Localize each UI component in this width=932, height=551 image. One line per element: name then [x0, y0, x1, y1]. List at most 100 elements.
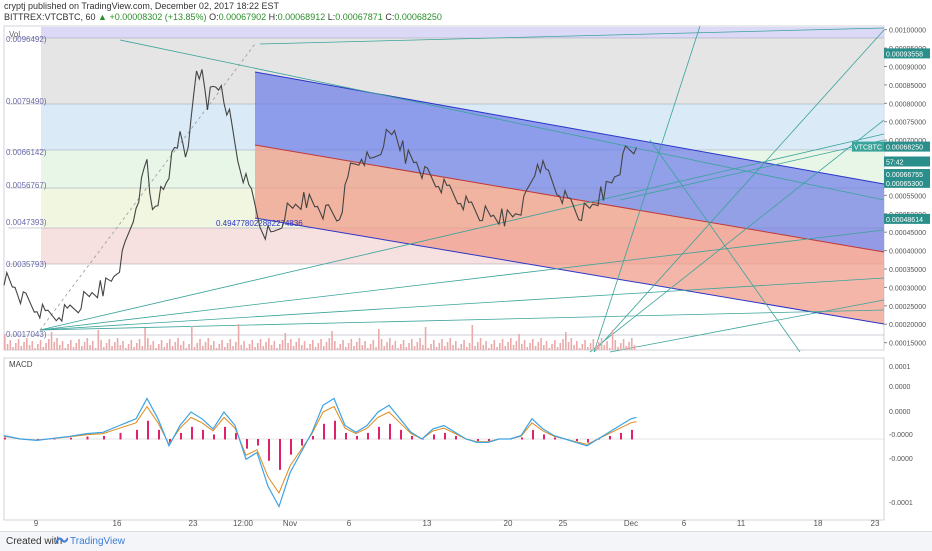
macd-y-tick-label: 0.0000: [889, 384, 911, 391]
volume-bar: [45, 343, 47, 350]
channel-top-line: [254, 71, 885, 185]
volume-bar: [369, 344, 372, 350]
volume-bar: [408, 343, 410, 350]
volume-bar: [471, 325, 474, 350]
x-tick-label: 6: [347, 519, 352, 528]
histogram-bar: [158, 429, 160, 440]
volume-bar: [306, 348, 309, 350]
fib-level-label: 0.0066142): [6, 148, 47, 157]
volume-bar: [389, 338, 391, 350]
volume-bar: [191, 326, 193, 350]
volume-bar: [449, 338, 452, 350]
volume-bar: [400, 344, 402, 350]
volume-bar: [290, 339, 292, 350]
volume-bar: [356, 342, 358, 350]
price-tag-label: 0.00068250: [886, 145, 923, 152]
volume-bar: [89, 345, 91, 350]
volume-bar: [427, 348, 430, 350]
volume-bar: [94, 348, 97, 350]
histogram-bar: [268, 439, 270, 461]
fib-band: [41, 38, 884, 104]
macd-y-tick-label: -0.0000: [889, 432, 913, 439]
trend-line: [39, 277, 885, 331]
price-tag-label: 0.00093558: [886, 51, 923, 58]
volume-bar: [141, 346, 144, 350]
volume-bar: [548, 348, 551, 350]
histogram-bar: [202, 429, 204, 440]
x-tick-label: 11: [737, 519, 746, 528]
signal-line: [3, 405, 637, 495]
fib-level-label: 0.0017043): [6, 330, 47, 339]
volume-bar: [303, 341, 306, 350]
volume-bar: [540, 338, 542, 350]
volume-bar: [581, 344, 584, 350]
macd-line: [3, 397, 637, 509]
volume-bar: [325, 342, 328, 350]
x-tick-label: 16: [113, 519, 122, 528]
macd-title: MACD: [9, 360, 33, 369]
trend-line: [39, 133, 885, 331]
histogram-bar: [554, 437, 556, 440]
created-with-label: Created with: [6, 536, 63, 547]
histogram-bar: [488, 439, 490, 442]
y-tick-label: 0.00045000: [889, 230, 926, 237]
volume-bar: [185, 348, 188, 350]
volume-bar: [510, 338, 512, 350]
histogram-bar: [235, 432, 237, 440]
volume-bar: [199, 339, 201, 350]
histogram-bar: [609, 435, 611, 440]
volume-bar: [416, 342, 419, 350]
volume-bar: [259, 339, 262, 350]
histogram-bar: [587, 439, 589, 443]
volume-bar: [317, 343, 320, 350]
volume-bar: [202, 346, 204, 350]
volume-bar: [133, 347, 135, 350]
y-tick-label: 0.00030000: [889, 285, 926, 292]
volume-bar: [72, 347, 75, 350]
histogram-bar: [312, 435, 314, 440]
volume-bar: [485, 341, 487, 350]
fib-level-label: 0.0035793): [6, 260, 47, 269]
volume-bar: [232, 346, 234, 350]
volume-bar: [287, 343, 289, 350]
tradingview-link[interactable]: TradingView: [70, 536, 126, 547]
chart-svg[interactable]: 0.0096492) 0.0079490) 0.0066142) 0.0056767)…: [0, 0, 932, 531]
price-tag-label: 0.00065300: [886, 181, 923, 188]
histogram-bar: [224, 426, 226, 440]
y-tick-label: 0.00100000: [889, 28, 926, 35]
volume-bar: [507, 342, 509, 350]
volume-bar: [378, 329, 380, 350]
histogram-bar: [279, 439, 281, 470]
volume-bar: [15, 343, 17, 350]
fib-band: [41, 27, 884, 38]
volume-bar: [554, 340, 556, 350]
macd-y-tick-label: 0.0000: [889, 409, 911, 416]
volume-bar: [523, 340, 526, 350]
channel-upper: [255, 72, 884, 252]
volume-bar: [147, 338, 149, 350]
volume-bar: [350, 339, 353, 350]
volume-bar: [262, 346, 265, 350]
histogram-bar: [631, 429, 633, 440]
x-tick-label: 20: [504, 519, 513, 528]
histogram-bar: [246, 439, 248, 449]
x-tick-label: 18: [814, 519, 823, 528]
volume-bar: [119, 345, 122, 350]
histogram-bar: [334, 420, 336, 440]
volume-bar: [279, 344, 281, 350]
volume-bar: [23, 342, 25, 350]
volume-bar: [468, 343, 471, 350]
volume-bar: [97, 330, 100, 350]
volume-bar: [83, 342, 86, 350]
volume-bar: [39, 340, 42, 350]
volume-bar: [4, 334, 6, 350]
volume-bar: [215, 348, 218, 350]
close-value: 0.00068250: [394, 12, 442, 22]
y-tick-label: 0.00040000: [889, 249, 926, 256]
volume-bar: [204, 342, 207, 350]
trend-line: [593, 29, 885, 353]
volume-bar: [50, 332, 53, 350]
volume-bar: [166, 343, 168, 350]
volume-bar: [537, 342, 540, 350]
